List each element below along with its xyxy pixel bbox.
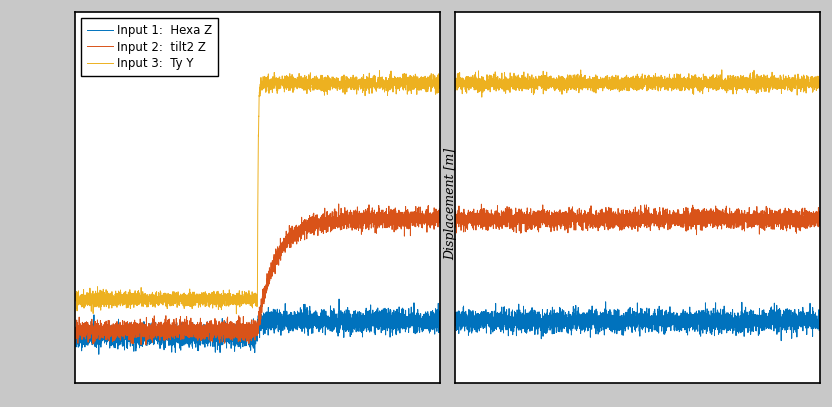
Legend: Input 1:  Hexa Z, Input 2:  tilt2 Z, Input 3:  Ty Y: Input 1: Hexa Z, Input 2: tilt2 Z, Input… [81,18,219,76]
Input 1:  Hexa Z: (262, -0.0583): Hexa Z: (262, -0.0583) [94,352,104,357]
Input 3:  Ty Y: (0, 0.12): Ty Y: (0, 0.12) [70,297,80,302]
Input 3:  Ty Y: (1.9e+03, 0.124): Ty Y: (1.9e+03, 0.124) [244,295,254,300]
Text: Displacement [m]: Displacement [m] [444,147,457,260]
Input 2:  tilt2 Z: (2.91e+03, 0.371): tilt2 Z: (2.91e+03, 0.371) [335,219,345,224]
Input 2:  tilt2 Z: (3.88e+03, 0.371): tilt2 Z: (3.88e+03, 0.371) [423,219,433,224]
Input 2:  tilt2 Z: (2.89e+03, 0.429): tilt2 Z: (2.89e+03, 0.429) [334,201,344,206]
Input 1:  Hexa Z: (1.9e+03, -0.00601): Hexa Z: (1.9e+03, -0.00601) [244,336,254,341]
Input 3:  Ty Y: (3.88e+03, 0.824): Ty Y: (3.88e+03, 0.824) [423,80,433,85]
Input 2:  tilt2 Z: (1.71e+03, 0.026): tilt2 Z: (1.71e+03, 0.026) [226,326,236,331]
Input 1:  Hexa Z: (4e+03, 0.0565): Hexa Z: (4e+03, 0.0565) [435,316,445,321]
Input 3:  Ty Y: (1.71e+03, 0.105): Ty Y: (1.71e+03, 0.105) [226,302,236,306]
Line: Input 2:  tilt2 Z: Input 2: tilt2 Z [75,204,440,345]
Input 2:  tilt2 Z: (4e+03, 0.411): tilt2 Z: (4e+03, 0.411) [435,207,445,212]
Input 1:  Hexa Z: (2.9e+03, 0.121): Hexa Z: (2.9e+03, 0.121) [334,297,344,302]
Input 1:  Hexa Z: (3.88e+03, 0.0224): Hexa Z: (3.88e+03, 0.0224) [423,327,433,332]
Line: Input 1:  Hexa Z: Input 1: Hexa Z [75,299,440,354]
Input 3:  Ty Y: (2.91e+03, 0.81): Ty Y: (2.91e+03, 0.81) [335,84,345,89]
Input 3:  Ty Y: (1.68e+03, 0.115): Ty Y: (1.68e+03, 0.115) [223,298,233,303]
Input 1:  Hexa Z: (1.71e+03, 0.0153): Hexa Z: (1.71e+03, 0.0153) [226,329,236,334]
Input 3:  Ty Y: (3.68e+03, 0.809): Ty Y: (3.68e+03, 0.809) [406,84,416,89]
Input 2:  tilt2 Z: (1.9e+03, -0.0178): tilt2 Z: (1.9e+03, -0.0178) [244,339,254,344]
Input 2:  tilt2 Z: (3.68e+03, 0.367): tilt2 Z: (3.68e+03, 0.367) [406,221,416,225]
Input 3:  Ty Y: (4e+03, 0.809): Ty Y: (4e+03, 0.809) [435,84,445,89]
Input 1:  Hexa Z: (0, 0.00894): Hexa Z: (0, 0.00894) [70,331,80,336]
Input 2:  tilt2 Z: (0, 0.00705): tilt2 Z: (0, 0.00705) [70,332,80,337]
Input 1:  Hexa Z: (3.68e+03, 0.0485): Hexa Z: (3.68e+03, 0.0485) [406,319,416,324]
Input 2:  tilt2 Z: (779, -0.0277): tilt2 Z: (779, -0.0277) [141,342,151,347]
Input 1:  Hexa Z: (1.68e+03, -0.000436): Hexa Z: (1.68e+03, -0.000436) [223,334,233,339]
Input 2:  tilt2 Z: (1.68e+03, 0.0149): tilt2 Z: (1.68e+03, 0.0149) [223,329,233,334]
Input 3:  Ty Y: (3.34e+03, 0.861): Ty Y: (3.34e+03, 0.861) [374,68,384,73]
Line: Input 3:  Ty Y: Input 3: Ty Y [75,71,440,314]
Input 1:  Hexa Z: (2.91e+03, 0.0297): Hexa Z: (2.91e+03, 0.0297) [335,325,345,330]
Input 3:  Ty Y: (1.77e+03, 0.0729): Ty Y: (1.77e+03, 0.0729) [231,311,241,316]
